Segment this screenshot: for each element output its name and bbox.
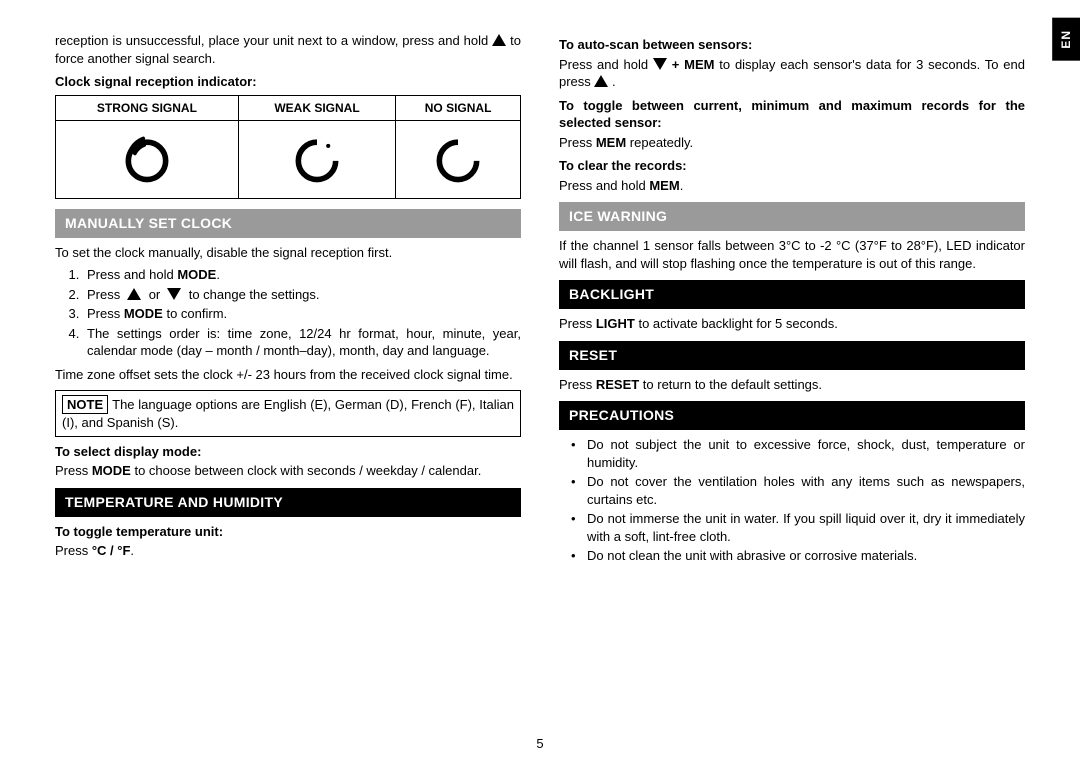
signal-icon-weak: [238, 120, 395, 198]
backlight-text: Press LIGHT to activate backlight for 5 …: [559, 315, 1025, 333]
note-box: NOTEThe language options are English (E)…: [55, 390, 521, 437]
signal-icon-strong: [56, 120, 239, 198]
precaution-item: •Do not clean the unit with abrasive or …: [559, 547, 1025, 565]
precaution-item: •Do not immerse the unit in water. If yo…: [559, 510, 1025, 545]
msc-step-2: Press or to change the settings.: [83, 286, 521, 304]
msc-offset: Time zone offset sets the clock +/- 23 h…: [55, 366, 521, 384]
auto-scan-heading: To auto-scan between sensors:: [559, 36, 1025, 54]
reset-text: Press RESET to return to the default set…: [559, 376, 1025, 394]
toggle-records-text: Press MEM repeatedly.: [559, 134, 1025, 152]
msc-intro: To set the clock manually, disable the s…: [55, 244, 521, 262]
heading-temp-humidity: TEMPERATURE AND HUMIDITY: [55, 488, 521, 517]
down-arrow-icon: [167, 288, 181, 300]
left-column: reception is unsuccessful, place your un…: [55, 30, 521, 567]
precaution-item: •Do not subject the unit to excessive fo…: [559, 436, 1025, 471]
note-label: NOTE: [62, 395, 108, 415]
heading-ice-warning: ICE WARNING: [559, 202, 1025, 231]
right-column: To auto-scan between sensors: Press and …: [559, 30, 1025, 567]
signal-icon-none: [396, 120, 521, 198]
clear-text: Press and hold MEM.: [559, 177, 1025, 195]
msc-steps: Press and hold MODE. Press or to change …: [83, 266, 521, 360]
toggle-records-heading: To toggle between current, minimum and m…: [559, 97, 1025, 132]
select-display-text: Press MODE to choose between clock with …: [55, 462, 521, 480]
signal-header-weak: WEAK SIGNAL: [238, 95, 395, 120]
msc-step-4: The settings order is: time zone, 12/24 …: [83, 325, 521, 360]
clock-signal-heading: Clock signal reception indicator:: [55, 73, 521, 91]
page-number: 5: [536, 735, 543, 753]
down-arrow-icon: [653, 58, 667, 70]
intro-paragraph: reception is unsuccessful, place your un…: [55, 32, 521, 67]
up-arrow-icon: [492, 34, 506, 46]
ice-warning-text: If the channel 1 sensor falls between 3°…: [559, 237, 1025, 272]
precaution-item: •Do not cover the ventilation holes with…: [559, 473, 1025, 508]
up-arrow-icon: [127, 288, 141, 300]
select-display-heading: To select display mode:: [55, 443, 521, 461]
toggle-temp-text: Press °C / °F.: [55, 542, 521, 560]
up-arrow-icon: [594, 75, 608, 87]
language-tab: EN: [1052, 18, 1080, 61]
toggle-temp-heading: To toggle temperature unit:: [55, 523, 521, 541]
heading-backlight: BACKLIGHT: [559, 280, 1025, 309]
msc-step-3: Press MODE to confirm.: [83, 305, 521, 323]
note-text: The language options are English (E), Ge…: [62, 397, 514, 431]
signal-header-strong: STRONG SIGNAL: [56, 95, 239, 120]
heading-precautions: PRECAUTIONS: [559, 401, 1025, 430]
auto-scan-text: Press and hold + MEM to display each sen…: [559, 56, 1025, 91]
heading-manually-set-clock: MANUALLY SET CLOCK: [55, 209, 521, 238]
clear-heading: To clear the records:: [559, 157, 1025, 175]
precautions-list: •Do not subject the unit to excessive fo…: [559, 436, 1025, 565]
signal-table: STRONG SIGNAL WEAK SIGNAL NO SIGNAL: [55, 95, 521, 199]
heading-reset: RESET: [559, 341, 1025, 370]
msc-step-1: Press and hold MODE.: [83, 266, 521, 284]
signal-header-none: NO SIGNAL: [396, 95, 521, 120]
